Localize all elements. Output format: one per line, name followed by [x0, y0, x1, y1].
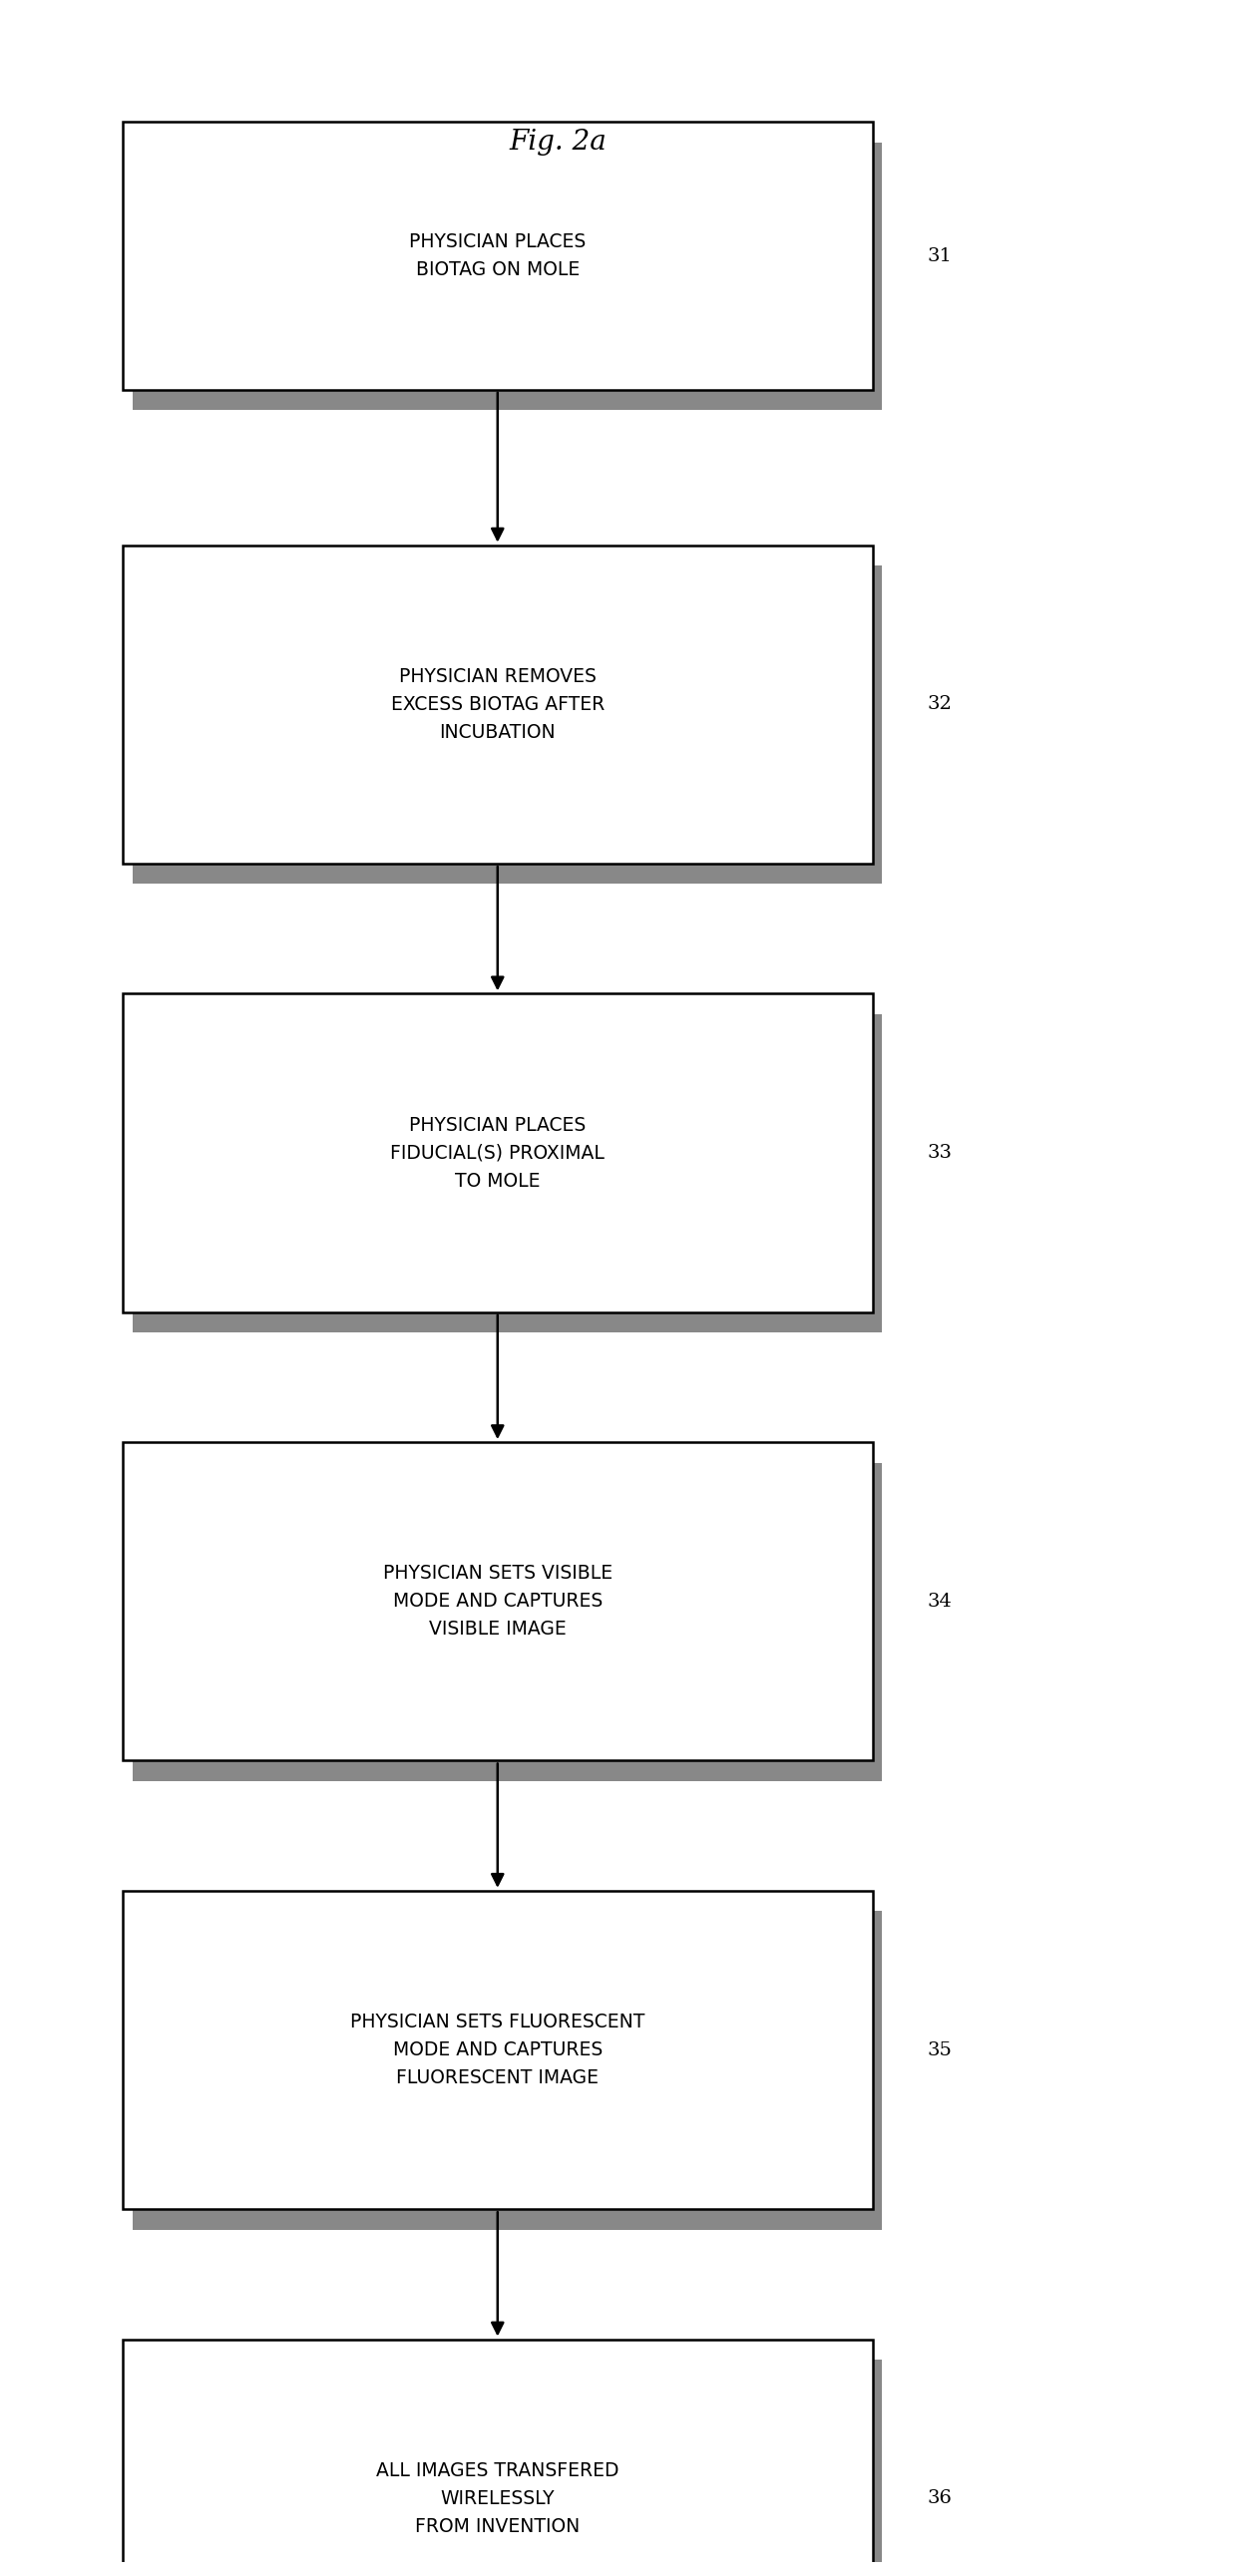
- Bar: [122, 121, 872, 389]
- Bar: [122, 1443, 872, 1762]
- Text: PHYSICIAN PLACES
BIOTAG ON MOLE: PHYSICIAN PLACES BIOTAG ON MOLE: [409, 232, 586, 278]
- Bar: [132, 567, 882, 884]
- Text: 34: 34: [927, 1592, 951, 1610]
- Text: 32: 32: [927, 696, 951, 714]
- Text: 31: 31: [927, 247, 951, 265]
- Text: PHYSICIAN REMOVES
EXCESS BIOTAG AFTER
INCUBATION: PHYSICIAN REMOVES EXCESS BIOTAG AFTER IN…: [391, 667, 605, 742]
- Text: ALL IMAGES TRANSFERED
WIRELESSLY
FROM INVENTION: ALL IMAGES TRANSFERED WIRELESSLY FROM IN…: [376, 2460, 618, 2535]
- Bar: [122, 546, 872, 863]
- Text: 35: 35: [927, 2040, 951, 2058]
- Text: PHYSICIAN SETS FLUORESCENT
MODE AND CAPTURES
FLUORESCENT IMAGE: PHYSICIAN SETS FLUORESCENT MODE AND CAPT…: [350, 2012, 644, 2087]
- Text: Fig. 2a: Fig. 2a: [510, 129, 607, 155]
- Text: 33: 33: [927, 1144, 951, 1162]
- Text: 36: 36: [927, 2488, 951, 2506]
- Text: PHYSICIAN SETS VISIBLE
MODE AND CAPTURES
VISIBLE IMAGE: PHYSICIAN SETS VISIBLE MODE AND CAPTURES…: [382, 1564, 612, 1638]
- Bar: [132, 2360, 882, 2576]
- Bar: [132, 1463, 882, 1780]
- Text: PHYSICIAN PLACES
FIDUCIAL(S) PROXIMAL
TO MOLE: PHYSICIAN PLACES FIDUCIAL(S) PROXIMAL TO…: [391, 1115, 605, 1190]
- Bar: [132, 1015, 882, 1332]
- Bar: [132, 142, 882, 410]
- Bar: [122, 1891, 872, 2210]
- Bar: [132, 1911, 882, 2231]
- Bar: [122, 2339, 872, 2576]
- Bar: [122, 994, 872, 1311]
